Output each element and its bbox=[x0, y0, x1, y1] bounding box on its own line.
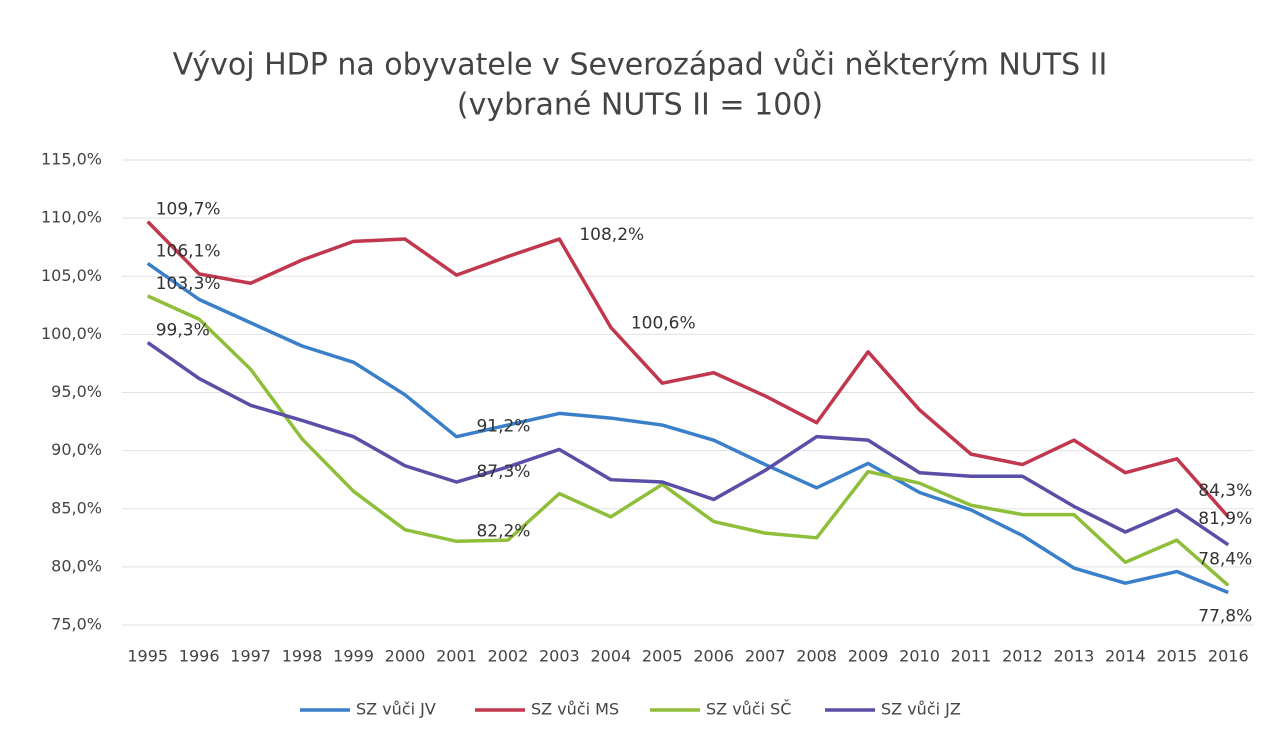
legend-label: SZ vůči JV bbox=[356, 700, 436, 719]
y-tick-label: 95,0% bbox=[51, 382, 102, 401]
series-line bbox=[146, 341, 1230, 547]
data-label: 109,7% bbox=[156, 200, 221, 220]
data-label: 106,1% bbox=[156, 241, 221, 261]
x-tick-label: 2013 bbox=[1054, 647, 1095, 666]
x-tick-label: 2004 bbox=[590, 647, 631, 666]
data-label: 78,4% bbox=[1198, 549, 1252, 569]
x-tick-label: 2001 bbox=[436, 647, 477, 666]
data-label: 87,3% bbox=[476, 462, 530, 482]
legend-label: SZ vůči SČ bbox=[706, 700, 791, 719]
data-label: 77,8% bbox=[1198, 606, 1252, 626]
y-tick-label: 80,0% bbox=[51, 556, 102, 575]
x-tick-label: 2015 bbox=[1156, 647, 1197, 666]
x-tick-label: 2010 bbox=[899, 647, 940, 666]
x-tick-label: 2016 bbox=[1208, 647, 1249, 666]
data-label: 91,2% bbox=[476, 417, 530, 437]
y-tick-label: 85,0% bbox=[51, 498, 102, 517]
x-tick-label: 2009 bbox=[848, 647, 889, 666]
y-tick-label: 110,0% bbox=[41, 208, 102, 227]
x-tick-label: 2008 bbox=[796, 647, 837, 666]
x-tick-label: 1999 bbox=[333, 647, 374, 666]
legend-label: SZ vůči MS bbox=[531, 700, 619, 719]
x-tick-label: 2002 bbox=[488, 647, 529, 666]
legend-label: SZ vůči JZ bbox=[881, 700, 961, 719]
data-label: 82,2% bbox=[476, 521, 530, 541]
x-tick-label: 1996 bbox=[179, 647, 220, 666]
x-tick-label: 1997 bbox=[230, 647, 271, 666]
y-tick-label: 75,0% bbox=[51, 615, 102, 634]
y-tick-label: 90,0% bbox=[51, 440, 102, 459]
data-label: 81,9% bbox=[1198, 509, 1252, 529]
x-tick-label: 2000 bbox=[385, 647, 426, 666]
x-tick-label: 1998 bbox=[282, 647, 323, 666]
x-tick-label: 2003 bbox=[539, 647, 580, 666]
x-tick-label: 2006 bbox=[693, 647, 734, 666]
chart-subtitle: (vybrané NUTS II = 100) bbox=[457, 88, 823, 123]
y-tick-label: 105,0% bbox=[41, 266, 102, 285]
chart-title: Vývoj HDP na obyvatele v Severozápad vůč… bbox=[173, 48, 1108, 83]
x-tick-label: 2014 bbox=[1105, 647, 1146, 666]
series-line bbox=[146, 220, 1230, 519]
y-tick-label: 100,0% bbox=[41, 324, 102, 343]
data-label: 100,6% bbox=[631, 313, 696, 333]
data-label: 103,3% bbox=[156, 274, 221, 294]
data-label: 84,3% bbox=[1198, 481, 1252, 501]
data-label: 108,2% bbox=[579, 225, 644, 245]
y-tick-label: 115,0% bbox=[41, 150, 102, 169]
x-tick-label: 2011 bbox=[951, 647, 992, 666]
x-tick-label: 1995 bbox=[127, 647, 168, 666]
x-tick-label: 2012 bbox=[1002, 647, 1043, 666]
data-label: 99,3% bbox=[156, 321, 210, 341]
series-line bbox=[146, 262, 1229, 595]
x-tick-label: 2007 bbox=[745, 647, 786, 666]
x-tick-label: 2005 bbox=[642, 647, 683, 666]
series-line bbox=[147, 294, 1230, 587]
